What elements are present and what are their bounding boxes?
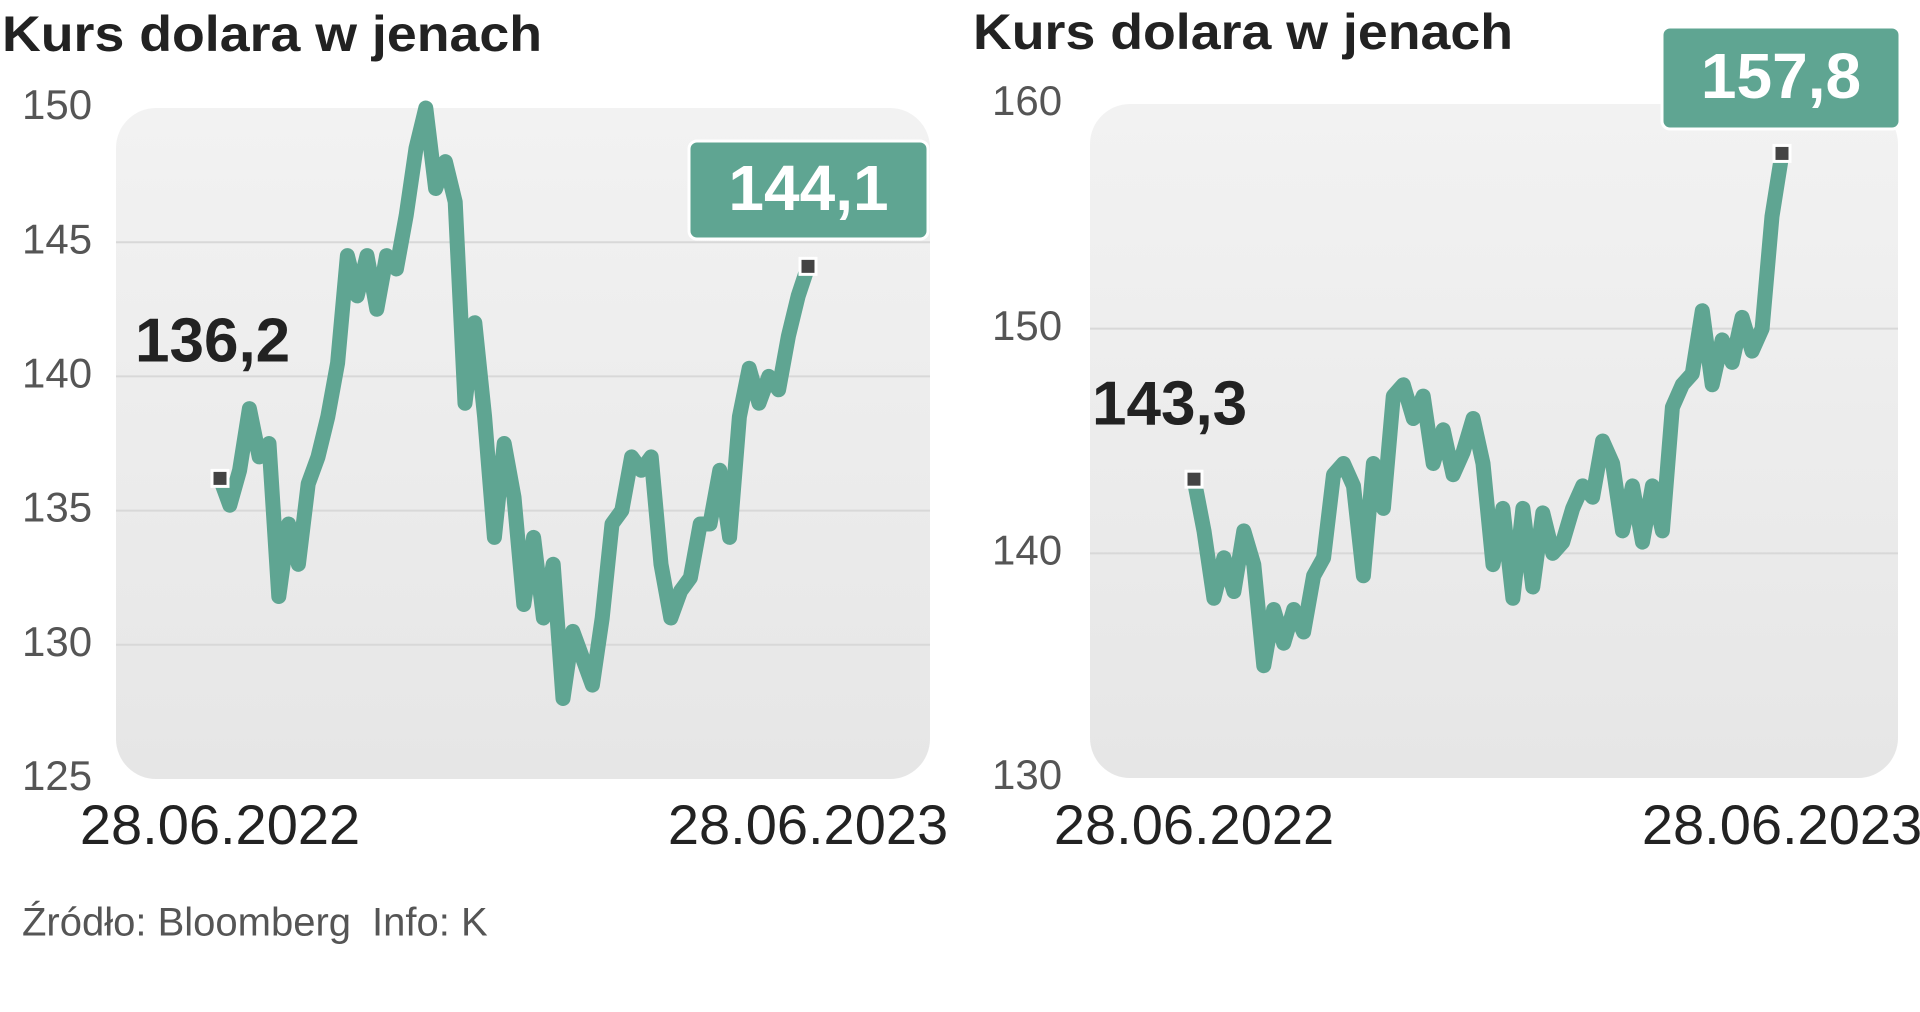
y-tick-label: 140 (992, 526, 1062, 573)
end-marker (1772, 143, 1792, 163)
x-tick-label: 28.06.2022 (1054, 793, 1334, 856)
y-tick-label: 125 (22, 752, 92, 799)
end-label: 157,8 (1701, 40, 1861, 112)
source: Źródło: Bloomberg (22, 900, 351, 945)
end-marker (798, 256, 818, 276)
y-tick-label: 140 (22, 349, 92, 396)
price-line (212, 100, 816, 706)
x-tick-label: 28.06.2023 (1642, 793, 1920, 856)
x-tick-label: 28.06.2022 (80, 793, 360, 856)
y-tick-label: 150 (22, 81, 92, 128)
x-tick-label: 28.06.2023 (668, 793, 948, 856)
y-tick-label: 150 (992, 302, 1062, 349)
y-tick-label: 160 (992, 77, 1062, 124)
y-tick-label: 145 (22, 215, 92, 262)
y-tick-label: 135 (22, 484, 92, 531)
plot-background (116, 108, 930, 779)
price-line (1186, 145, 1790, 674)
end-marker (1184, 469, 1204, 489)
end-marker (210, 468, 230, 488)
chart-title: Kurs dolara w jenach (2, 6, 542, 62)
start-label: 143,3 (1092, 369, 1247, 438)
y-tick-label: 130 (992, 751, 1062, 798)
end-label-box (1660, 25, 1902, 131)
end-label: 144,1 (728, 152, 888, 224)
y-tick-label: 130 (22, 618, 92, 665)
start-label: 136,2 (135, 306, 290, 375)
info: Info: K (372, 901, 488, 945)
chart-title: Kurs dolara w jenach (973, 4, 1513, 60)
end-label-box (687, 139, 930, 241)
